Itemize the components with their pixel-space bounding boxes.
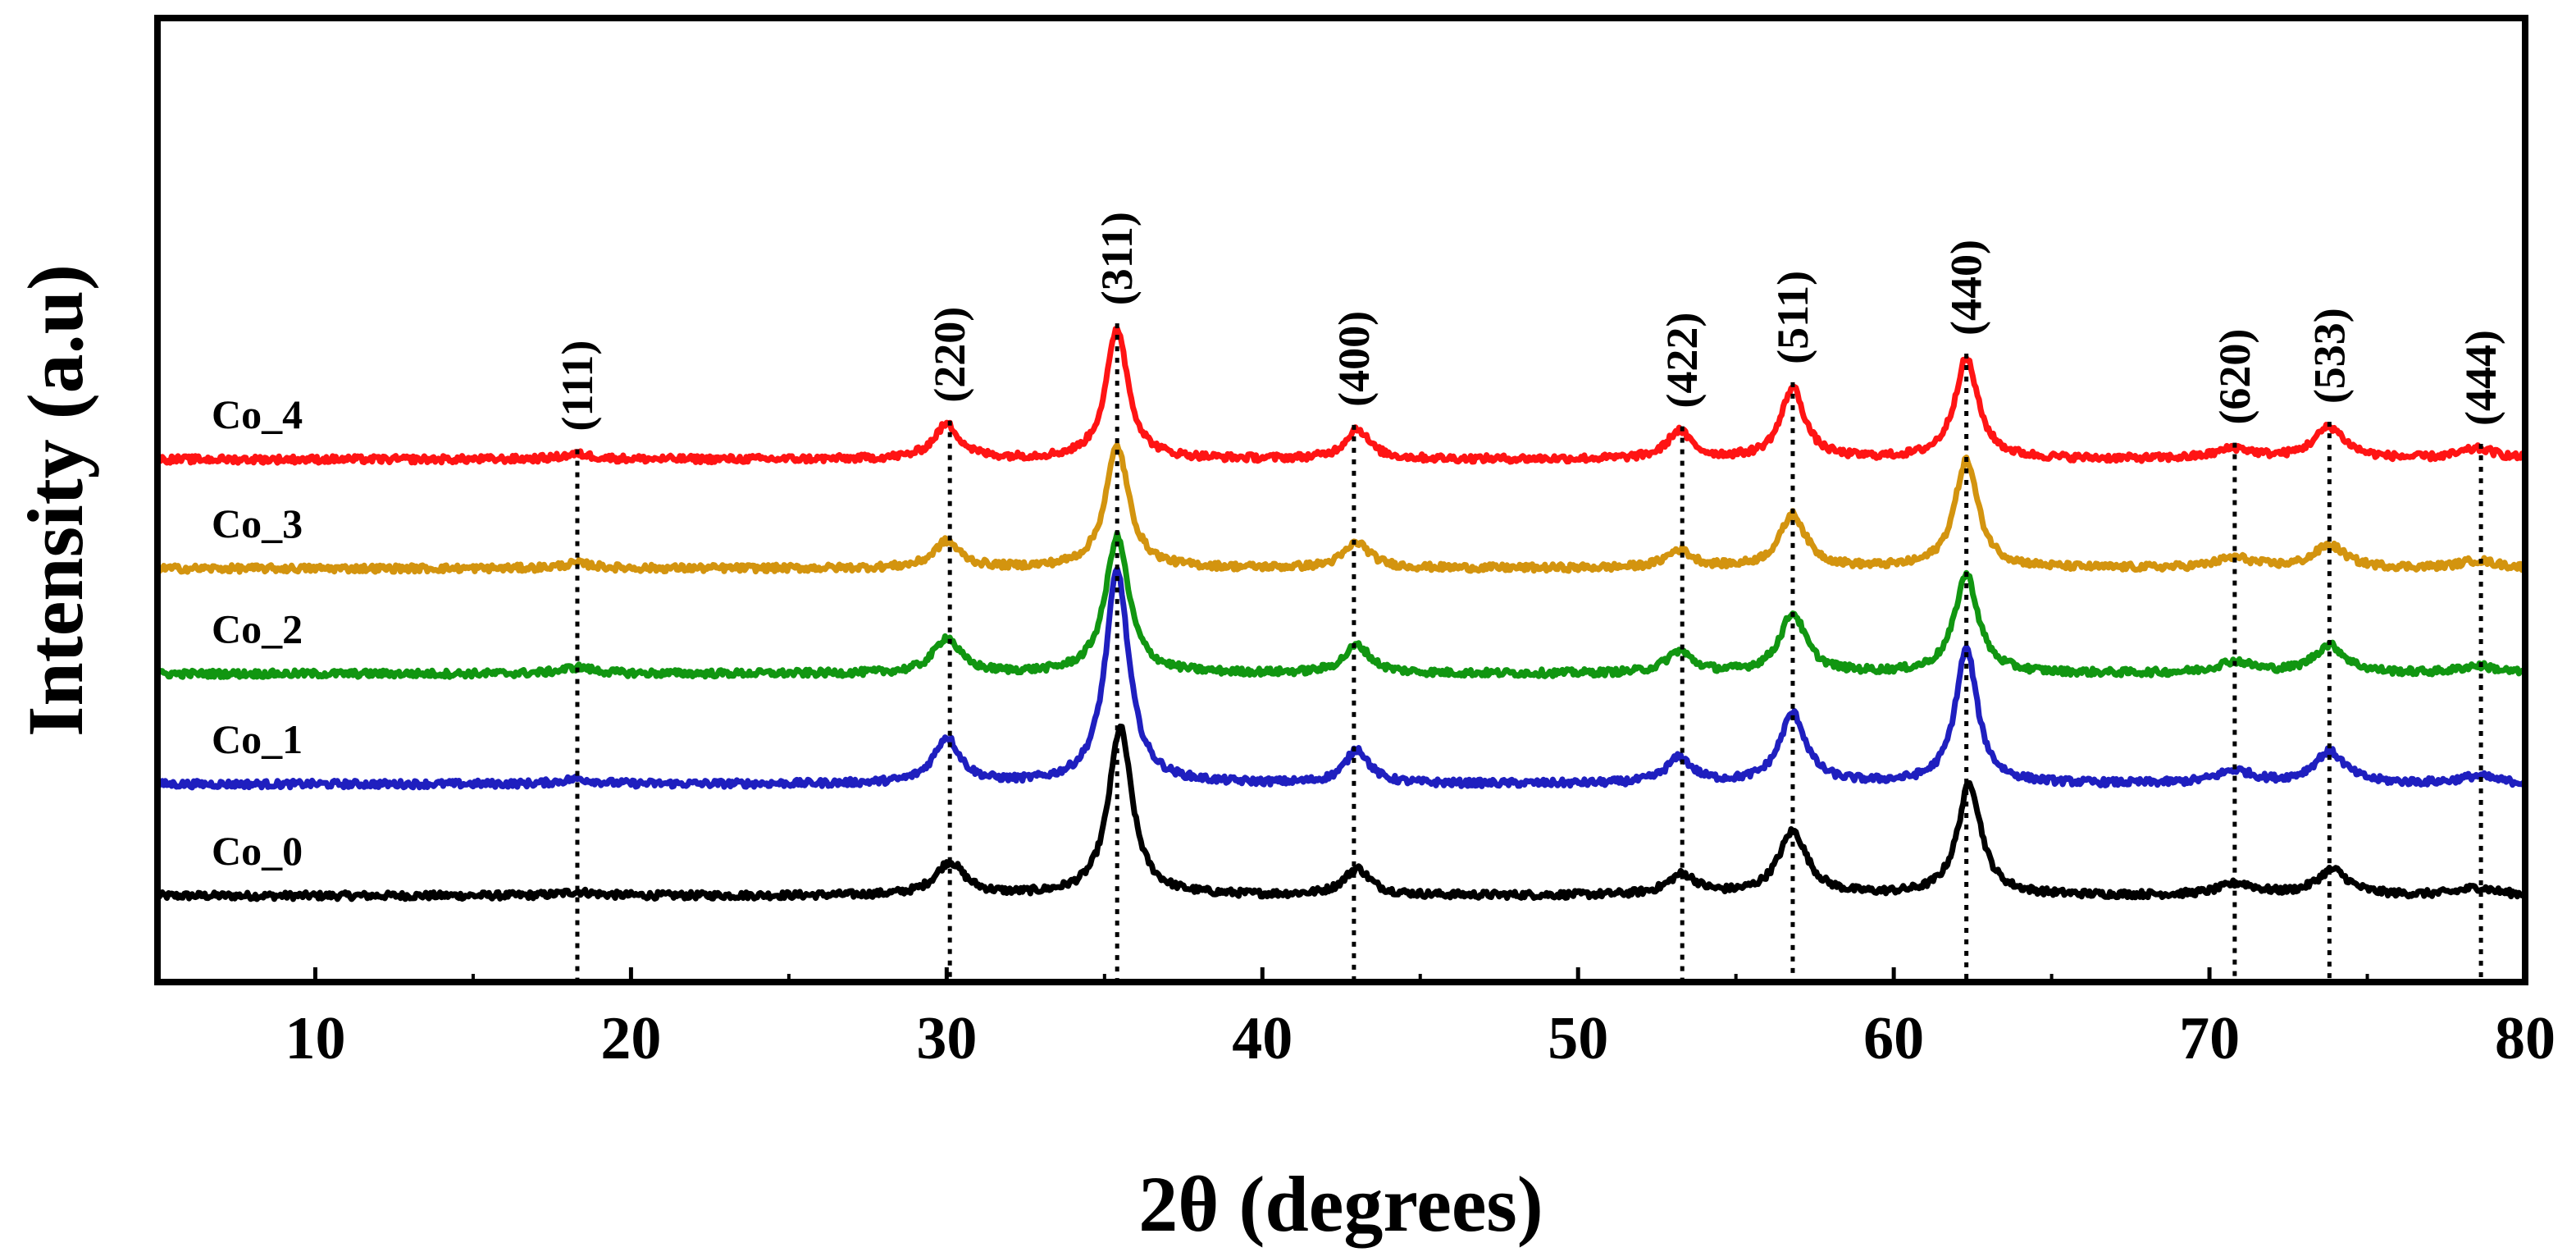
hkl-label-444: (444) bbox=[2456, 330, 2505, 426]
series-line-co-4 bbox=[155, 326, 2528, 466]
x-tick-label: 80 bbox=[2495, 1005, 2555, 1072]
series-line-co-2 bbox=[154, 530, 2528, 680]
hkl-label-533: (533) bbox=[2305, 308, 2354, 404]
series-label-co-4: Co_4 bbox=[212, 391, 303, 437]
x-tick-label: 70 bbox=[2179, 1005, 2240, 1072]
x-tick-label: 40 bbox=[1232, 1005, 1293, 1072]
x-tick-label: 20 bbox=[600, 1005, 661, 1072]
hkl-label-511: (511) bbox=[1768, 271, 1817, 364]
hkl-label-422: (422) bbox=[1657, 313, 1707, 409]
x-tick-label: 60 bbox=[1863, 1005, 1924, 1072]
series-line-co-0 bbox=[155, 723, 2527, 902]
x-tick-label: 30 bbox=[916, 1005, 977, 1072]
series-label-co-1: Co_1 bbox=[212, 716, 303, 762]
plot-area: Co_0 Co_1 Co_2 Co_3 Co_4 (111) (220) (311) (400)… bbox=[154, 212, 2528, 979]
x-tick-label: 10 bbox=[285, 1005, 345, 1072]
hkl-label-111: (111) bbox=[553, 340, 602, 432]
series-line-co-3 bbox=[154, 441, 2528, 575]
x-tick-label: 50 bbox=[1548, 1005, 1608, 1072]
x-axis-title: 2θ (degrees) bbox=[1138, 1160, 1543, 1248]
hkl-label-400: (400) bbox=[1329, 311, 1379, 407]
hkl-label-620: (620) bbox=[2210, 329, 2259, 425]
hkl-label-440: (440) bbox=[1942, 240, 1991, 336]
series-label-co-2: Co_2 bbox=[212, 605, 303, 651]
y-axis-title: Intensity (a.u) bbox=[11, 264, 99, 737]
series-label-co-0: Co_0 bbox=[212, 828, 303, 874]
hkl-label-311: (311) bbox=[1092, 212, 1142, 305]
hkl-label-220: (220) bbox=[925, 307, 974, 403]
series-label-co-3: Co_3 bbox=[212, 500, 303, 546]
series-line-co-1 bbox=[154, 565, 2528, 791]
x-axis: 10 20 30 40 50 60 70 80 bbox=[156, 967, 2555, 1072]
plot-frame bbox=[154, 15, 2528, 985]
